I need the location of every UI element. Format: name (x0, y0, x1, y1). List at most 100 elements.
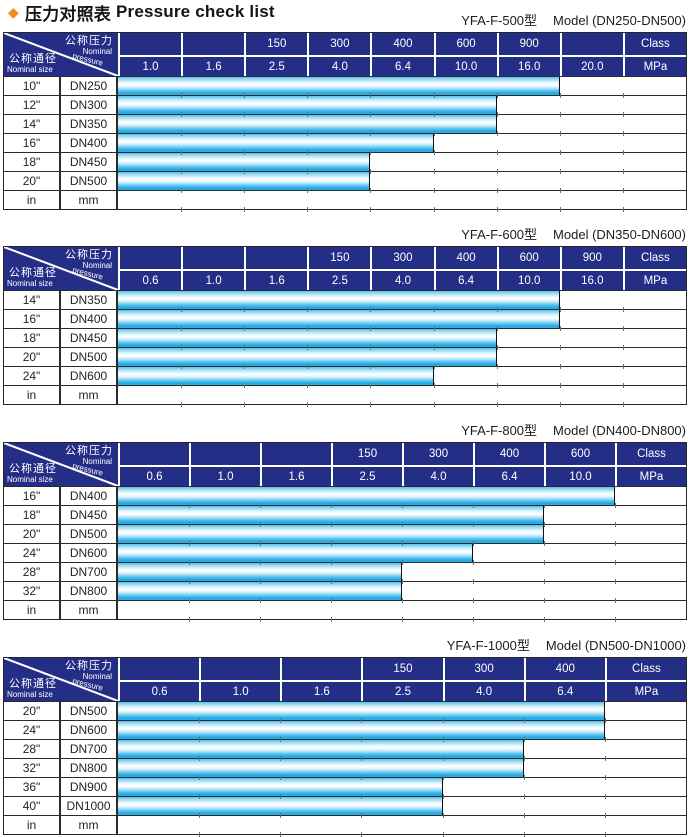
class-header-cell: Class (622, 247, 686, 269)
dn-cell: DN900 (61, 778, 118, 796)
table-row: 12" DN300 (4, 95, 686, 117)
column-tick (559, 169, 561, 174)
column-tick (544, 598, 545, 603)
class-header-cell: 600 (544, 443, 615, 465)
mpa-header-cell: 0.6 (118, 680, 200, 701)
column-tick (544, 560, 545, 565)
bar-cell (118, 797, 686, 818)
column-tick (307, 307, 309, 312)
column-tick (523, 794, 525, 799)
column-tick (244, 188, 246, 193)
column-tick (402, 560, 403, 565)
column-tick (307, 169, 309, 174)
inch-cell: 16" (4, 310, 61, 328)
column-tick (604, 756, 606, 761)
class-header-cell (181, 33, 244, 55)
table-subtitle: YFA-F-800型 Model (DN400-DN800) (3, 422, 687, 442)
column-tick (280, 832, 282, 837)
footer-empty-cell (118, 816, 686, 837)
column-tick (442, 718, 444, 723)
column-tick (181, 207, 183, 212)
column-tick (244, 207, 246, 212)
mpa-header-cell: 6.4 (523, 680, 605, 701)
column-tick (244, 112, 246, 117)
column-tick (189, 560, 190, 565)
class-header-cell: 300 (307, 33, 370, 55)
column-tick (523, 718, 525, 723)
column-tick (307, 150, 309, 155)
pressure-table: 公称压力 Nominal pressure 公称通径 Nominal size … (3, 442, 687, 622)
dn-cell: DN400 (61, 487, 118, 505)
class-header-cell: 300 (370, 247, 433, 269)
table-row: 36" DN900 (4, 777, 686, 799)
dn-cell: DN450 (61, 153, 118, 171)
column-tick (559, 112, 561, 117)
column-tick (199, 832, 201, 837)
column-tick (370, 402, 372, 407)
column-tick (622, 150, 624, 155)
column-tick (181, 150, 183, 155)
column-tick (181, 93, 183, 98)
column-tick (496, 131, 498, 136)
mpa-header-cell: MPa (622, 269, 686, 290)
table-row: 10" DN250 (4, 76, 686, 98)
column-tick (280, 775, 282, 780)
table-row: 14" DN350 (4, 290, 686, 312)
class-header-cell: 150 (244, 33, 307, 55)
mpa-header-cell: 10.0 (496, 269, 560, 290)
column-tick (181, 188, 183, 193)
column-tick (496, 402, 498, 407)
table-row: 18" DN450 (4, 328, 686, 350)
column-tick (604, 832, 606, 837)
inch-cell: 28" (4, 563, 61, 581)
mpa-header-cell: 1.0 (189, 465, 260, 486)
pressure-bar (118, 487, 615, 505)
dn-cell: DN350 (61, 115, 118, 133)
column-tick (280, 718, 282, 723)
column-tick (622, 188, 624, 193)
column-tick (189, 598, 190, 603)
column-tick (615, 503, 616, 508)
column-tick (442, 813, 444, 818)
column-tick (331, 560, 332, 565)
pressure-bar (118, 348, 497, 366)
pressure-bar (118, 367, 434, 385)
corner-size-en: Nominal size (7, 475, 53, 484)
column-tick (361, 718, 363, 723)
pressure-bar (118, 721, 605, 739)
column-tick (473, 598, 474, 603)
column-tick (402, 522, 403, 527)
column-tick (544, 503, 545, 508)
column-tick (307, 383, 309, 388)
dn-cell: DN400 (61, 134, 118, 152)
pressure-table: 公称压力 Nominal pressure 公称通径 Nominal size … (3, 32, 687, 212)
column-tick (622, 364, 624, 369)
column-tick (433, 207, 435, 212)
inch-cell: 14" (4, 291, 61, 309)
column-tick (244, 150, 246, 155)
column-tick (604, 718, 606, 723)
corner-pressure-en1: Nominal (82, 457, 112, 466)
mpa-header-cell: 4.0 (442, 680, 524, 701)
corner-size-zh: 公称通径 (9, 53, 57, 65)
pressure-bar (118, 797, 443, 815)
mpa-header-cell: 4.0 (307, 55, 371, 76)
class-header-cell: 900 (559, 247, 623, 269)
column-tick (331, 522, 332, 527)
column-tick (244, 345, 246, 350)
column-tick (615, 579, 616, 584)
class-header-cell (199, 658, 280, 680)
column-tick (189, 617, 190, 622)
column-tick (307, 402, 309, 407)
inch-cell: 18" (4, 153, 61, 171)
column-tick (496, 150, 498, 155)
column-tick (496, 169, 498, 174)
column-tick (370, 307, 372, 312)
class-header-cell: 150 (307, 247, 370, 269)
inch-cell: 14" (4, 115, 61, 133)
inch-cell: 20" (4, 702, 61, 720)
column-tick (523, 832, 525, 837)
column-tick (622, 112, 624, 117)
pressure-bar (118, 291, 560, 309)
pressure-table: 公称压力 Nominal pressure 公称通径 Nominal size … (3, 246, 687, 407)
